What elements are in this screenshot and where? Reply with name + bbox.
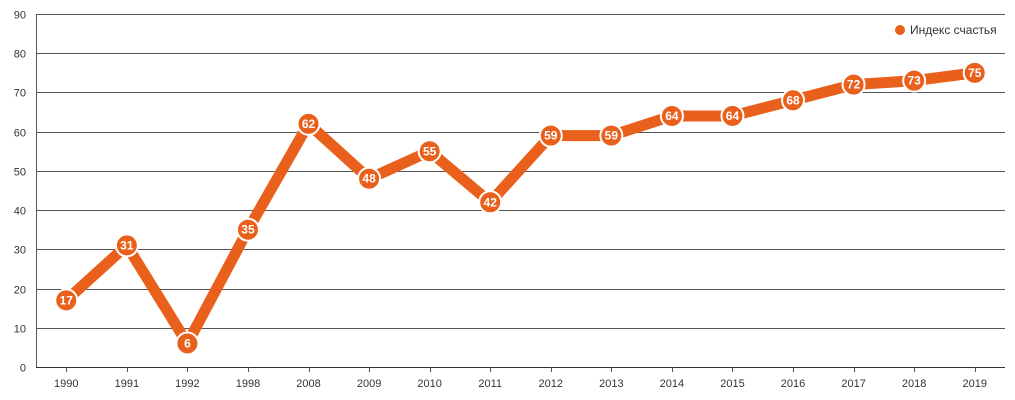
y-tick-label: 10 — [14, 324, 26, 336]
data-point — [659, 103, 684, 128]
series-group: 17 31 6 35 62 48 55 42 59 59 64 64 68 72 73 75 — [54, 60, 987, 356]
legend-label: Индекс счастья — [910, 23, 997, 37]
x-tick-label: 2015 — [720, 378, 744, 390]
y-tick-label: 20 — [14, 285, 26, 297]
data-label: 75 — [968, 66, 982, 80]
data-point — [478, 190, 503, 215]
data-label: 73 — [907, 74, 921, 88]
legend: Индекс счастья — [883, 17, 1003, 43]
x-tick-label: 1998 — [236, 378, 260, 390]
data-label: 62 — [302, 117, 316, 131]
data-point — [357, 166, 382, 191]
data-label: 42 — [484, 195, 498, 209]
data-point — [599, 123, 624, 148]
x-tick-label: 1990 — [54, 378, 78, 390]
data-label: 35 — [241, 223, 255, 237]
x-tick-label: 2008 — [296, 378, 320, 390]
data-point — [54, 288, 79, 313]
data-label: 48 — [362, 172, 376, 186]
data-point — [538, 123, 563, 148]
x-tick-label: 2014 — [660, 378, 684, 390]
data-label: 55 — [423, 144, 437, 158]
x-tick-label: 2017 — [841, 378, 865, 390]
x-axis: 1990 1991 1992 1998 2008 2009 2010 2011 2012 2013… — [54, 367, 987, 390]
y-tick-label: 80 — [14, 49, 26, 61]
data-point — [235, 217, 260, 242]
x-tick-label: 2011 — [478, 378, 502, 390]
x-tick-label: 2019 — [962, 378, 986, 390]
y-axis: 0 10 20 30 40 50 60 70 80 90 — [14, 10, 37, 375]
data-label: 59 — [544, 129, 558, 143]
x-tick-label: 2010 — [417, 378, 441, 390]
data-label: 64 — [726, 109, 740, 123]
series-line — [62, 67, 976, 355]
x-tick-label: 2009 — [357, 378, 381, 390]
x-tick-label: 2016 — [781, 378, 805, 390]
data-point — [781, 88, 806, 113]
data-point — [841, 72, 866, 97]
x-tick-label: 2013 — [599, 378, 623, 390]
data-point — [720, 103, 745, 128]
data-point — [175, 331, 200, 356]
data-point — [417, 139, 442, 164]
data-label: 68 — [786, 93, 800, 107]
data-label: 59 — [605, 129, 619, 143]
data-point — [902, 68, 927, 93]
data-label: 6 — [184, 336, 191, 350]
y-tick-label: 70 — [14, 88, 26, 100]
data-label: 31 — [120, 238, 134, 252]
data-point — [114, 233, 139, 258]
y-tick-label: 50 — [14, 167, 26, 179]
y-tick-label: 30 — [14, 245, 26, 257]
data-label: 17 — [60, 293, 74, 307]
x-tick-label: 1992 — [175, 378, 199, 390]
data-label: 72 — [847, 78, 861, 92]
y-tick-label: 0 — [20, 363, 26, 375]
x-tick-label: 2012 — [539, 378, 563, 390]
y-tick-label: 90 — [14, 10, 26, 22]
x-tick-label: 2018 — [902, 378, 926, 390]
grid-lines — [36, 14, 1005, 368]
legend-marker — [895, 25, 905, 35]
x-tick-label: 1991 — [115, 378, 139, 390]
data-point — [296, 111, 321, 136]
data-point — [962, 60, 987, 85]
y-tick-label: 60 — [14, 128, 26, 140]
data-label: 64 — [665, 109, 679, 123]
y-tick-label: 40 — [14, 206, 26, 218]
